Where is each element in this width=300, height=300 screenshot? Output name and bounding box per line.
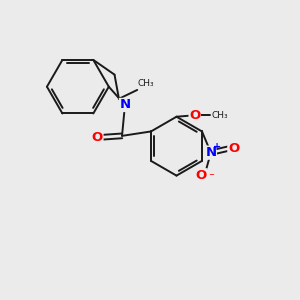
- Text: CH₃: CH₃: [138, 80, 154, 88]
- Text: N: N: [205, 146, 216, 159]
- Text: +: +: [213, 142, 221, 152]
- Text: O: O: [92, 131, 103, 144]
- Text: ⁻: ⁻: [208, 172, 214, 182]
- Text: N: N: [119, 98, 130, 111]
- Text: CH₃: CH₃: [212, 111, 228, 120]
- Text: O: O: [196, 169, 207, 182]
- Text: O: O: [189, 109, 200, 122]
- Text: O: O: [228, 142, 239, 155]
